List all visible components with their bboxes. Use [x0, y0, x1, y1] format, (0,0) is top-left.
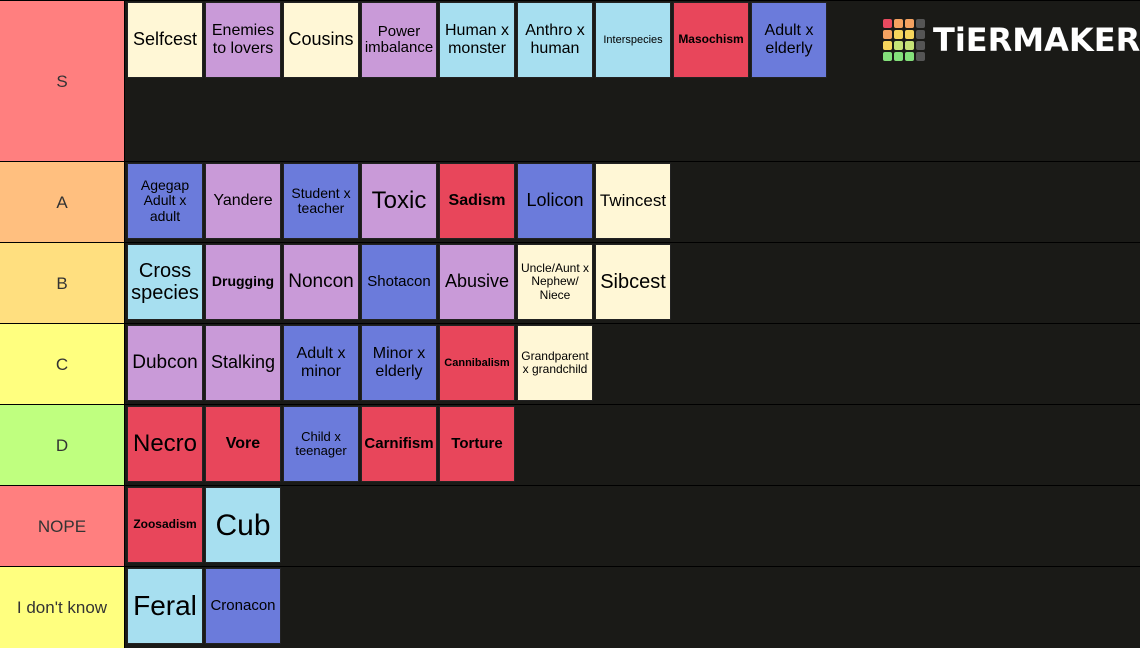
tier-label: I don't know: [0, 567, 125, 648]
logo-grid-cell: [883, 41, 892, 50]
tier-item-tile[interactable]: Anthro x human: [517, 2, 593, 78]
tier-item-tile[interactable]: Minor x elderly: [361, 325, 437, 401]
tier-label: NOPE: [0, 486, 125, 567]
tier-row: D Necro Vore Child x teenager Carnifism Tortu…: [0, 404, 1140, 486]
tier-item-tile[interactable]: Abusive: [439, 244, 515, 320]
tier-item-tile[interactable]: Cannibalism: [439, 325, 515, 401]
tier-label: B: [0, 243, 125, 324]
logo-grid-cell: [905, 52, 914, 61]
tier-item-tile[interactable]: Shotacon: [361, 244, 437, 320]
tier-label: C: [0, 324, 125, 405]
logo-grid-icon: [883, 19, 925, 61]
tier-item-tile[interactable]: Vore: [205, 406, 281, 482]
tier-item-tile[interactable]: Selfcest: [127, 2, 203, 78]
tier-item-tile[interactable]: Toxic: [361, 163, 437, 239]
tier-item-tile[interactable]: Zoosadism: [127, 487, 203, 563]
tier-item-tile[interactable]: Necro: [127, 406, 203, 482]
tier-label: S: [0, 1, 125, 162]
tier-item-tile[interactable]: Power imbalance: [361, 2, 437, 78]
tier-item-tile[interactable]: Interspecies: [595, 2, 671, 78]
tier-item-tile[interactable]: Adult x elderly: [751, 2, 827, 78]
logo-grid-cell: [916, 41, 925, 50]
logo-grid-cell: [916, 30, 925, 39]
logo-grid-cell: [894, 30, 903, 39]
tier-items: Selfcest Enemies to lovers Cousins Power im…: [125, 1, 1140, 162]
logo-grid-cell: [894, 52, 903, 61]
tier-row: B Cross species Drugging Noncon Shotacon Abus…: [0, 242, 1140, 324]
tier-label: D: [0, 405, 125, 486]
tier-item-tile[interactable]: Masochism: [673, 2, 749, 78]
tier-row: C Dubcon Stalking Adult x minor Minor x elde…: [0, 323, 1140, 405]
tier-item-tile[interactable]: Sadism: [439, 163, 515, 239]
tier-item-tile[interactable]: Cross species: [127, 244, 203, 320]
tier-item-tile[interactable]: Torture: [439, 406, 515, 482]
tier-items: Necro Vore Child x teenager Carnifism Tortur…: [125, 405, 1140, 486]
logo-grid-cell: [905, 19, 914, 28]
tier-item-tile[interactable]: Agegap Adult x adult: [127, 163, 203, 239]
tier-row: NOPE Zoosadism Cub: [0, 485, 1140, 567]
tier-items: Cross species Drugging Noncon Shotacon Abusi…: [125, 243, 1140, 324]
tier-row: S Selfcest Enemies to lovers Cousins Power i…: [0, 0, 1140, 162]
tier-item-tile[interactable]: Twincest: [595, 163, 671, 239]
tier-item-tile[interactable]: Student x teacher: [283, 163, 359, 239]
logo-grid-cell: [883, 30, 892, 39]
logo-grid-cell: [905, 30, 914, 39]
logo-grid-cell: [905, 41, 914, 50]
tier-row: A Agegap Adult x adult Yandere Student x te…: [0, 161, 1140, 243]
tier-items: Feral Cronacon: [125, 567, 1140, 648]
tier-item-tile[interactable]: Human x monster: [439, 2, 515, 78]
logo-grid-cell: [883, 52, 892, 61]
tier-item-tile[interactable]: Uncle/Aunt x Nephew/ Niece: [517, 244, 593, 320]
tier-items: Agegap Adult x adult Yandere Student x tea…: [125, 162, 1140, 243]
tier-item-tile[interactable]: Cub: [205, 487, 281, 563]
tier-item-tile[interactable]: Grandparent x grandchild: [517, 325, 593, 401]
tier-items: Dubcon Stalking Adult x minor Minor x elder…: [125, 324, 1140, 405]
tier-item-tile[interactable]: Cousins: [283, 2, 359, 78]
tier-item-tile[interactable]: Drugging: [205, 244, 281, 320]
tier-item-tile[interactable]: Dubcon: [127, 325, 203, 401]
tier-label: A: [0, 162, 125, 243]
tier-item-tile[interactable]: Noncon: [283, 244, 359, 320]
tier-item-tile[interactable]: Child x teenager: [283, 406, 359, 482]
tier-item-tile[interactable]: Lolicon: [517, 163, 593, 239]
tier-item-tile[interactable]: Carnifism: [361, 406, 437, 482]
tier-item-tile[interactable]: Adult x minor: [283, 325, 359, 401]
tier-item-tile[interactable]: Feral: [127, 568, 203, 644]
tier-row: I don't know Feral Cronacon: [0, 566, 1140, 648]
tier-item-tile[interactable]: Cronacon: [205, 568, 281, 644]
tier-item-tile[interactable]: Yandere: [205, 163, 281, 239]
tier-item-tile[interactable]: Enemies to lovers: [205, 2, 281, 78]
logo-grid-cell: [883, 19, 892, 28]
tiermaker-logo: TiERMAKER: [883, 19, 1140, 61]
logo-grid-cell: [916, 19, 925, 28]
logo-text: TiERMAKER: [933, 21, 1140, 59]
logo-grid-cell: [894, 19, 903, 28]
tier-item-tile[interactable]: Sibcest: [595, 244, 671, 320]
logo-grid-cell: [894, 41, 903, 50]
logo-grid-cell: [916, 52, 925, 61]
tier-item-tile[interactable]: Stalking: [205, 325, 281, 401]
tier-items: Zoosadism Cub: [125, 486, 1140, 567]
